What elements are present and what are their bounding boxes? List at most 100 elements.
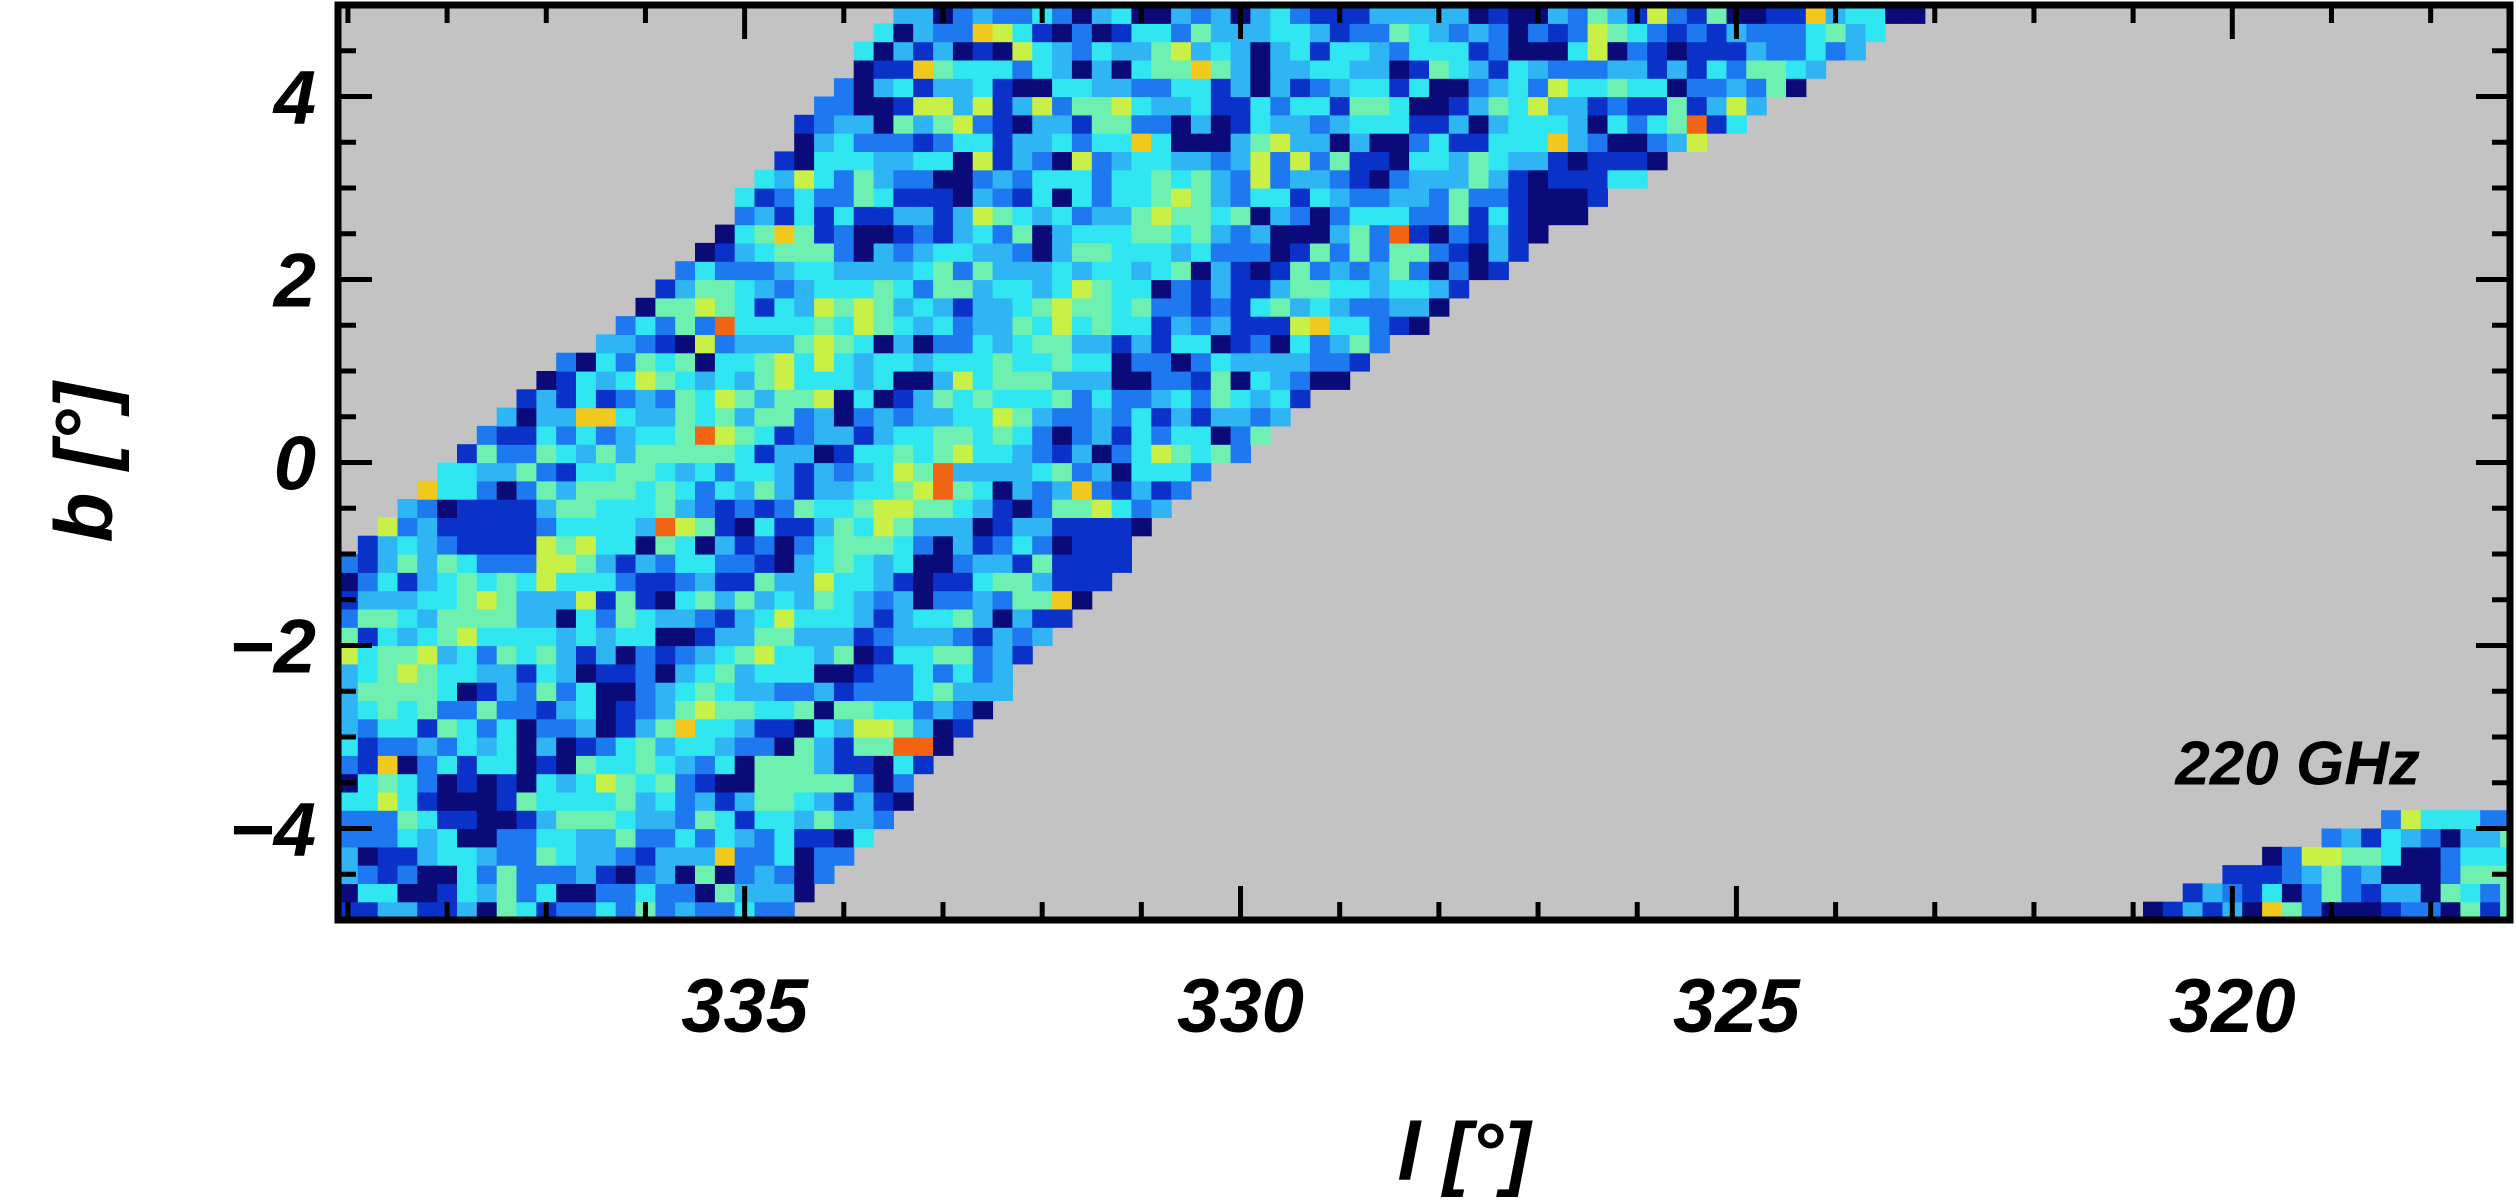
heatmap-cell <box>972 444 994 464</box>
heatmap-cell <box>873 517 894 537</box>
heatmap-cell <box>1111 41 1132 61</box>
heatmap-cell <box>1032 242 1053 262</box>
heatmap-cell <box>1786 78 1807 98</box>
heatmap-cell <box>714 791 736 811</box>
heatmap-cell <box>1032 188 1053 207</box>
heatmap-cell <box>714 297 736 317</box>
heatmap-cell <box>1052 425 1073 445</box>
heatmap-cell <box>556 700 577 720</box>
heatmap-cell <box>496 865 518 884</box>
heatmap-cell <box>695 865 716 884</box>
heatmap-cell <box>1329 371 1351 390</box>
heatmap-cell <box>1369 114 1390 134</box>
heatmap-cell <box>1052 407 1073 427</box>
heatmap-cell <box>853 554 875 573</box>
heatmap-cell <box>1468 41 1489 61</box>
heatmap-cell <box>1468 114 1489 134</box>
heatmap-cell <box>853 480 875 500</box>
heatmap-cell <box>913 78 934 98</box>
heatmap-cell <box>774 242 795 262</box>
heatmap-cell <box>952 371 974 390</box>
heatmap-cell <box>794 444 815 464</box>
heatmap-cell <box>833 425 855 445</box>
heatmap-cell <box>1448 188 1470 207</box>
heatmap-cell <box>516 810 537 830</box>
heatmap-cell <box>516 846 537 866</box>
heatmap-cell <box>1111 499 1132 518</box>
heatmap-cell <box>2341 846 2362 866</box>
heatmap-cell <box>536 883 557 903</box>
heatmap-cell <box>417 828 438 848</box>
heatmap-cell <box>1151 114 1172 134</box>
heatmap-cell <box>377 608 399 628</box>
heatmap-cell <box>1329 78 1351 98</box>
heatmap-cell <box>476 663 498 683</box>
heatmap-cell <box>695 737 716 756</box>
heatmap-cell <box>556 865 577 884</box>
heatmap-cell <box>774 700 795 720</box>
heatmap-cell <box>695 828 716 848</box>
heatmap-cell <box>2400 883 2422 903</box>
heatmap-cell <box>1190 389 1212 409</box>
heatmap-cell <box>873 407 894 427</box>
heatmap-cell <box>556 371 577 390</box>
heatmap-cell <box>516 718 537 738</box>
heatmap-cell <box>853 517 875 537</box>
heatmap-cell <box>2500 810 2510 830</box>
heatmap-cell <box>695 883 716 903</box>
heatmap-cell <box>1210 133 1232 152</box>
heatmap-cell <box>1686 96 1708 116</box>
heatmap-cell <box>1805 5 1827 24</box>
heatmap-cell <box>1290 169 1311 189</box>
heatmap-cell <box>1548 169 1569 189</box>
heatmap-cell <box>1726 96 1747 116</box>
heatmap-cell <box>496 700 518 720</box>
heatmap-cell <box>1151 499 1172 518</box>
heatmap-cell <box>675 352 696 372</box>
heatmap-cell <box>1131 188 1152 207</box>
heatmap-cell <box>417 682 438 701</box>
heatmap-cell <box>417 755 438 775</box>
heatmap-cell <box>814 462 835 482</box>
heatmap-cell <box>794 480 815 500</box>
heatmap-cell <box>655 645 676 665</box>
heatmap-cell <box>754 645 775 665</box>
heatmap-cell <box>833 846 855 866</box>
heatmap-cell <box>952 279 974 299</box>
heatmap-cell <box>853 297 875 317</box>
heatmap-cell <box>1131 114 1152 134</box>
heatmap-cell <box>1667 23 1688 43</box>
heatmap-cell <box>655 389 676 409</box>
heatmap-cell <box>1786 5 1807 24</box>
heatmap-cell <box>1151 425 1172 445</box>
heatmap-cell <box>556 535 577 555</box>
heatmap-cell <box>357 773 379 793</box>
heatmap-cell <box>2420 810 2442 830</box>
heatmap-cell <box>1349 279 1370 299</box>
heatmap-cell <box>1052 188 1073 207</box>
heatmap-cell <box>556 682 577 701</box>
heatmap-cell <box>1885 5 1906 24</box>
heatmap-cell <box>992 352 1013 372</box>
heatmap-cell <box>893 224 914 244</box>
heatmap-cell <box>655 608 676 628</box>
heatmap-cell <box>853 590 875 610</box>
heatmap-cell <box>476 554 498 573</box>
heatmap-cell <box>734 554 756 573</box>
heatmap-cell <box>695 846 716 866</box>
heatmap-cell <box>794 737 815 756</box>
heatmap-cell <box>893 133 914 152</box>
x-tick-label: 330 <box>1177 964 1304 1049</box>
heatmap-cell <box>734 316 756 335</box>
heatmap-cell <box>595 444 617 464</box>
heatmap-cell <box>913 554 934 573</box>
heatmap-cell <box>992 23 1013 43</box>
heatmap-cell <box>1329 316 1351 335</box>
heatmap-cell <box>833 718 855 738</box>
heatmap-cell <box>536 627 557 647</box>
heatmap-cell <box>655 682 676 701</box>
heatmap-cell <box>1111 297 1132 317</box>
heatmap-cell <box>853 718 875 738</box>
heatmap-cell <box>1032 169 1053 189</box>
heatmap-cell <box>1012 297 1033 317</box>
